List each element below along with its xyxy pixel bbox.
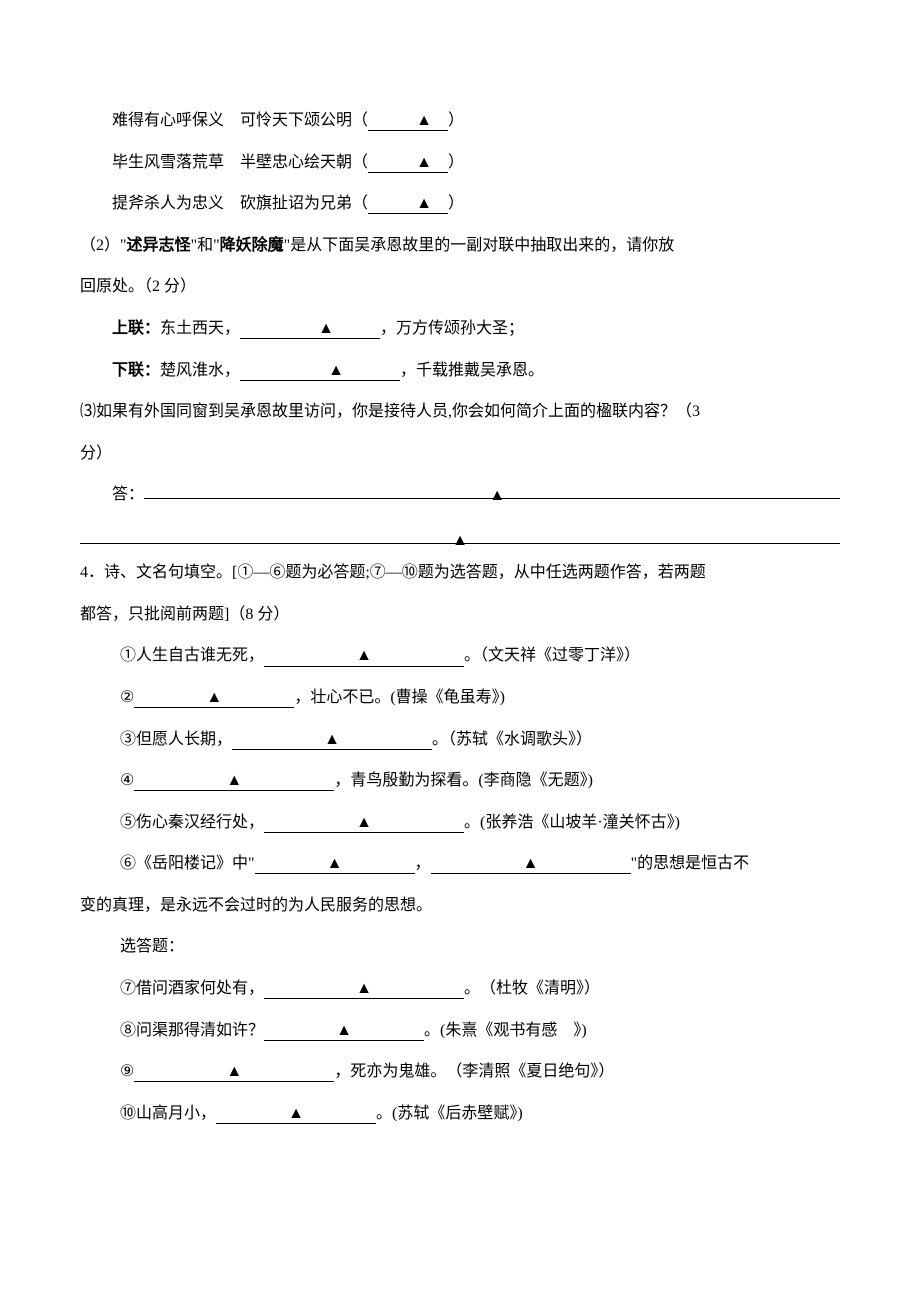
text: ⑶如果有外国同窗到吴承恩故里访问，你是接待人员,你会如何简介上面的楹联内容？（3 xyxy=(80,403,700,420)
text: ，青鸟殷勤为探看。(李商隐《无题》) xyxy=(334,772,593,789)
text: ） xyxy=(448,112,464,129)
text: 。（文天祥《过零丁洋》） xyxy=(464,647,640,664)
lower-couplet: 下联：楚风淮水，▲，千载推戴吴承恩。 xyxy=(80,350,840,392)
bold-term-2: 降妖除魔 xyxy=(220,237,284,254)
text: 。 （杜牧《清明》） xyxy=(464,980,600,997)
text: ， xyxy=(415,855,431,872)
text: ⑦借问酒家何处有， xyxy=(120,980,264,997)
q4-item-6-cont: 变的真理，是永远不会过时的为人民服务的思想。 xyxy=(80,885,840,927)
text: 。(苏轼《后赤壁赋》) xyxy=(376,1105,523,1122)
answer-blank[interactable]: ▲ xyxy=(368,194,448,214)
q4-item-1: ①人生自古谁无死，▲。（文天祥《过零丁洋》） xyxy=(80,635,840,677)
text: 毕生风雪落荒草 半壁忠心绘天朝（ xyxy=(112,154,368,171)
text: 回原处。（2 分） xyxy=(80,278,196,295)
text: ，死亦为鬼雄。 （李清照《夏日绝句》） xyxy=(334,1063,614,1080)
bold-term-1: 述异志怪 xyxy=(127,237,191,254)
text: ，万方传颂孙大圣； xyxy=(380,320,524,337)
answer-blank[interactable]: ▲ xyxy=(240,319,380,339)
text: "的思想是恒古不 xyxy=(631,855,750,872)
couplet-line-2: 毕生风雪落荒草 半壁忠心绘天朝（▲） xyxy=(80,142,840,184)
text: 。(朱熹《观书有感 》) xyxy=(424,1022,587,1039)
text: 选答题： xyxy=(120,938,184,955)
text: 变的真理，是永远不会过时的为人民服务的思想。 xyxy=(80,897,432,914)
answer-blank[interactable]: ▲ xyxy=(264,813,464,833)
text: （2）" xyxy=(80,237,127,254)
answer-blank-line[interactable]: ▲ xyxy=(144,479,840,499)
text: ⑤伤心秦汉经行处， xyxy=(120,814,264,831)
question-3-line-b: 分） xyxy=(80,433,840,475)
text: ⑧问渠那得清如许？ xyxy=(120,1022,264,1039)
q4-item-2: ②▲，壮心不已。(曹操《龟虽寿》) xyxy=(80,677,840,719)
answer-blank[interactable]: ▲ xyxy=(134,771,334,791)
text: 楚风淮水， xyxy=(160,362,240,379)
text: ③但愿人长期， xyxy=(120,731,232,748)
text: ⑩山高月小， xyxy=(120,1105,216,1122)
text: 分） xyxy=(80,445,112,462)
answer-blank[interactable]: ▲ xyxy=(431,854,631,874)
exam-page: 难得有心呼保义 可怜天下颂公明（▲） 毕生风雪落荒草 半壁忠心绘天朝（▲） 提斧… xyxy=(0,0,920,1300)
text: 4．诗、文名句填空。[①—⑥题为必答题;⑦—⑩题为选答题，从中任选两题作答，若两… xyxy=(80,564,706,581)
text: 东土西天， xyxy=(160,320,240,337)
q4-optional-label: 选答题： xyxy=(80,926,840,968)
q4-item-6: ⑥《岳阳楼记》中"▲，▲"的思想是恒古不 xyxy=(80,843,840,885)
text: ） xyxy=(448,195,464,212)
upper-couplet: 上联：东土西天，▲，万方传颂孙大圣； xyxy=(80,308,840,350)
couplet-line-1: 难得有心呼保义 可怜天下颂公明（▲） xyxy=(80,100,840,142)
q4-item-9: ⑨▲，死亦为鬼雄。 （李清照《夏日绝句》） xyxy=(80,1051,840,1093)
answer-blank[interactable]: ▲ xyxy=(134,688,294,708)
q4-item-10: ⑩山高月小，▲。(苏轼《后赤壁赋》) xyxy=(80,1093,840,1135)
text: 提斧杀人为忠义 砍旗扯诏为兄弟（ xyxy=(112,195,368,212)
text: ，壮心不已。(曹操《龟虽寿》) xyxy=(294,689,505,706)
text: 。（苏轼《水调歌头》） xyxy=(432,731,592,748)
q4-item-7: ⑦借问酒家何处有，▲。 （杜牧《清明》） xyxy=(80,968,840,1010)
text: "是从下面吴承恩故里的一副对联中抽取出来的，请你放 xyxy=(284,237,675,254)
text: 都答，只批阅前两题]（8 分） xyxy=(80,606,289,623)
down-label: 下联： xyxy=(112,362,160,379)
up-label: 上联： xyxy=(112,320,160,337)
text: 。(张养浩《山坡羊·潼关怀古》) xyxy=(464,814,680,831)
question-2-intro-cont: 回原处。（2 分） xyxy=(80,266,840,308)
question-4-head-b: 都答，只批阅前两题]（8 分） xyxy=(80,594,840,636)
answer-blank[interactable]: ▲ xyxy=(255,854,415,874)
question-2-intro: （2）"述异志怪"和"降妖除魔"是从下面吴承恩故里的一副对联中抽取出来的，请你放 xyxy=(80,225,840,267)
text: 难得有心呼保义 可怜天下颂公明（ xyxy=(112,112,368,129)
question-3-line-a: ⑶如果有外国同窗到吴承恩故里访问，你是接待人员,你会如何简介上面的楹联内容？（3 xyxy=(80,391,840,433)
text: "和" xyxy=(191,237,220,254)
text: ⑨ xyxy=(120,1063,134,1080)
q4-item-8: ⑧问渠那得清如许？▲。(朱熹《观书有感 》) xyxy=(80,1010,840,1052)
text: ④ xyxy=(120,772,134,789)
answer-blank[interactable]: ▲ xyxy=(264,646,464,666)
answer-blank[interactable]: ▲ xyxy=(368,111,448,131)
q4-item-4: ④▲，青鸟殷勤为探看。(李商隐《无题》) xyxy=(80,760,840,802)
q4-item-5: ⑤伤心秦汉经行处，▲。(张养浩《山坡羊·潼关怀古》) xyxy=(80,802,840,844)
couplet-line-3: 提斧杀人为忠义 砍旗扯诏为兄弟（▲） xyxy=(80,183,840,225)
text: ，千载推戴吴承恩。 xyxy=(400,362,544,379)
text: ② xyxy=(120,689,134,706)
answer-blank[interactable]: ▲ xyxy=(216,1104,376,1124)
answer-blank[interactable]: ▲ xyxy=(134,1062,334,1082)
text: ①人生自古谁无死， xyxy=(120,647,264,664)
answer-blank[interactable]: ▲ xyxy=(368,153,448,173)
answer-blank[interactable]: ▲ xyxy=(232,730,432,750)
answer-blank[interactable]: ▲ xyxy=(240,361,400,381)
answer-blank[interactable]: ▲ xyxy=(264,979,464,999)
answer-blank[interactable]: ▲ xyxy=(264,1021,424,1041)
answer-line-1: 答： ▲ xyxy=(80,474,840,516)
text: ⑥《岳阳楼记》中" xyxy=(120,855,255,872)
answer-blank-line-2[interactable]: ▲ xyxy=(80,524,840,544)
answer-label: 答： xyxy=(80,474,144,516)
q4-item-3: ③但愿人长期，▲。（苏轼《水调歌头》） xyxy=(80,719,840,761)
text: ） xyxy=(448,154,464,171)
